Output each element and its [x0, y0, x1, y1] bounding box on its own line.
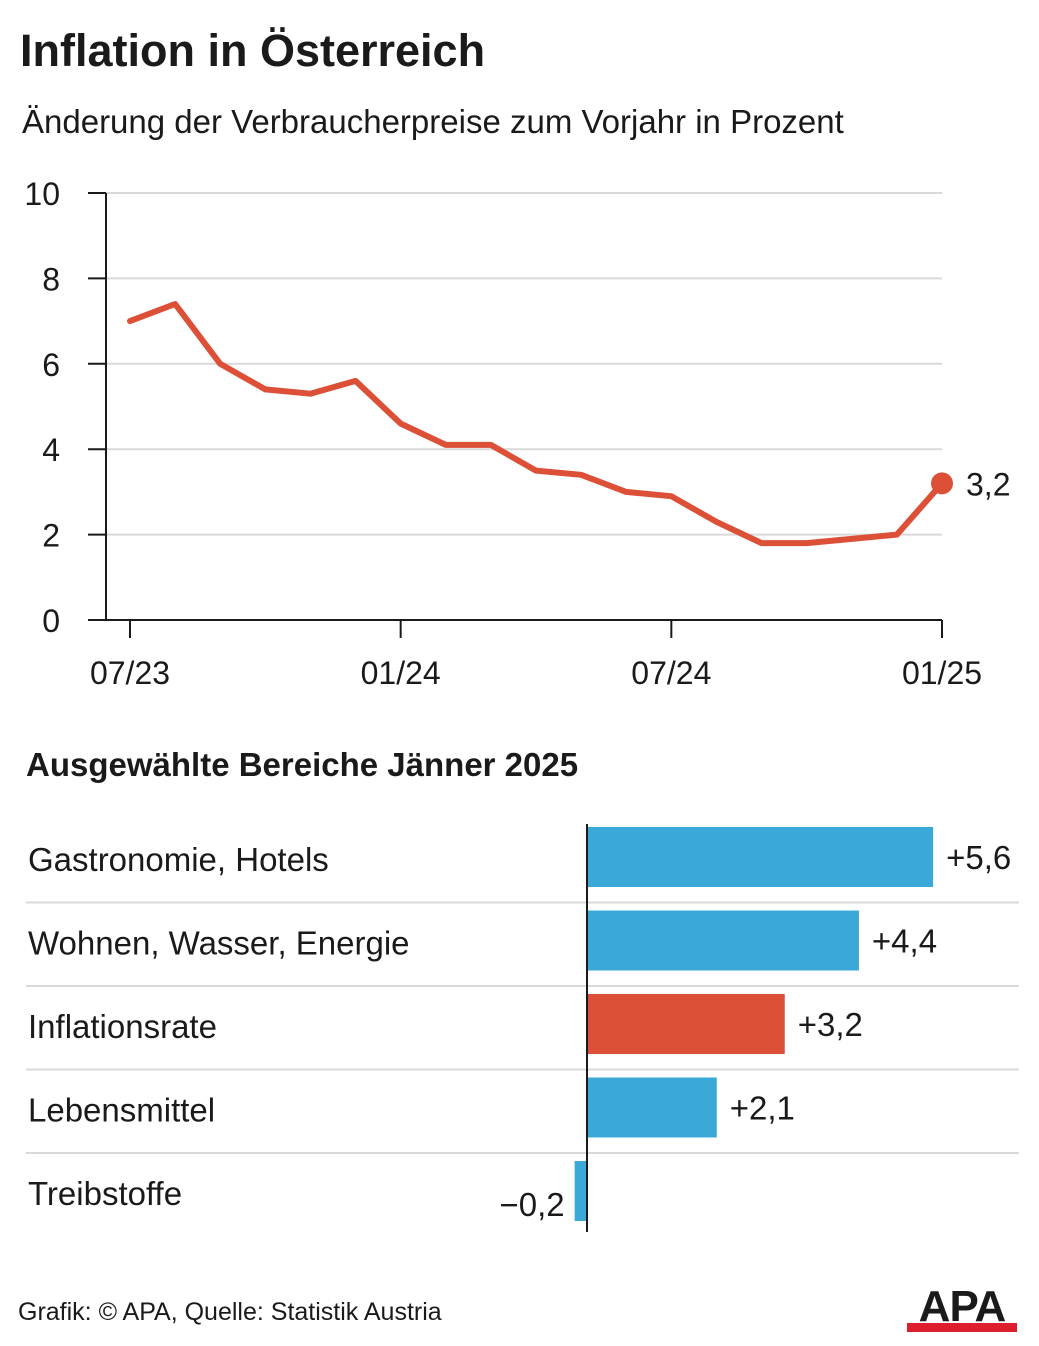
bar	[587, 1077, 717, 1138]
category-label: Inflationsrate	[28, 1008, 217, 1045]
chart-subtitle: Änderung der Verbraucherpreise zum Vorja…	[22, 103, 844, 140]
bar	[587, 827, 934, 887]
y-tick-label: 8	[42, 261, 60, 297]
bar	[587, 994, 785, 1054]
chart-title: Inflation in Österreich	[20, 25, 486, 76]
x-tick-label: 01/25	[902, 655, 982, 691]
last-value-marker	[931, 472, 953, 495]
category-label: Wohnen, Wasser, Energie	[28, 925, 410, 962]
bar-section-title: Ausgewählte Bereiche Jänner 2025	[26, 746, 579, 783]
y-tick-label: 0	[42, 603, 60, 639]
source-credit: Grafik: © APA, Quelle: Statistik Austria	[18, 1298, 442, 1326]
category-label: Lebensmittel	[28, 1092, 215, 1129]
bar	[587, 910, 859, 971]
inflation-line	[127, 301, 945, 547]
y-tick-label: 6	[42, 347, 60, 383]
x-tick-label: 07/23	[90, 655, 170, 691]
bar	[574, 1161, 587, 1221]
bar-value-label: +4,4	[872, 923, 937, 960]
x-tick-label: 01/24	[361, 655, 441, 691]
apa-logo: APA	[907, 1285, 1017, 1332]
line-chart: 0 2 4 6 8 10 07/23 01/24 07/24 01/25 3,2	[24, 176, 1010, 691]
bar-value-label: +2,1	[730, 1090, 795, 1127]
y-tick-label: 10	[24, 176, 60, 212]
bar-value-label: +3,2	[798, 1006, 863, 1043]
category-label: Treibstoffe	[28, 1175, 182, 1212]
bar-value-label: +5,6	[946, 839, 1011, 876]
last-value-label: 3,2	[966, 466, 1010, 502]
bar-value-label: −0,2	[499, 1186, 564, 1223]
x-tick-label: 07/24	[631, 655, 711, 691]
y-tick-label: 4	[42, 432, 60, 468]
y-tick-label: 2	[42, 518, 60, 554]
category-label: Gastronomie, Hotels	[28, 841, 329, 878]
